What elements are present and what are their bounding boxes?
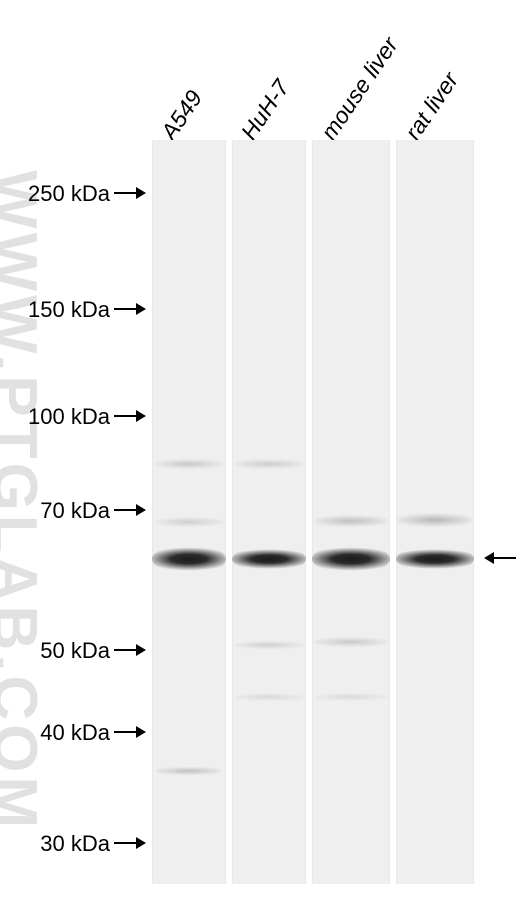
band-faint-0 [154, 458, 224, 470]
band-faint-3 [398, 512, 472, 528]
lane-label-3: rat liver [400, 67, 465, 145]
band-faint-6 [314, 636, 388, 648]
marker-label-6: 30 kDa [40, 831, 110, 857]
marker-label-1: 150 kDa [28, 297, 110, 323]
lane-1 [232, 140, 306, 884]
lane-label-0: A549 [156, 85, 208, 145]
marker-label-2: 100 kDa [28, 404, 110, 430]
band-main-3 [396, 548, 474, 570]
marker-label-3: 70 kDa [40, 498, 110, 524]
band-main-2 [312, 546, 390, 572]
band-faint-8 [234, 692, 304, 702]
marker-label-4: 50 kDa [40, 638, 110, 664]
marker-label-5: 40 kDa [40, 720, 110, 746]
band-faint-1 [234, 458, 304, 470]
band-faint-4 [154, 516, 224, 528]
band-main-0 [152, 546, 226, 572]
lane-2 [312, 140, 390, 884]
band-faint-5 [234, 640, 304, 650]
marker-label-0: 250 kDa [28, 181, 110, 207]
band-faint-2 [314, 514, 388, 528]
band-main-1 [232, 548, 306, 570]
band-faint-7 [156, 766, 222, 776]
figure-container: WWW.PTGLAB.COM A549 HuH-7 mouse liver ra… [0, 0, 530, 903]
band-faint-9 [314, 692, 388, 702]
lane-label-1: HuH-7 [236, 75, 296, 145]
lane-label-2: mouse liver [316, 32, 404, 145]
